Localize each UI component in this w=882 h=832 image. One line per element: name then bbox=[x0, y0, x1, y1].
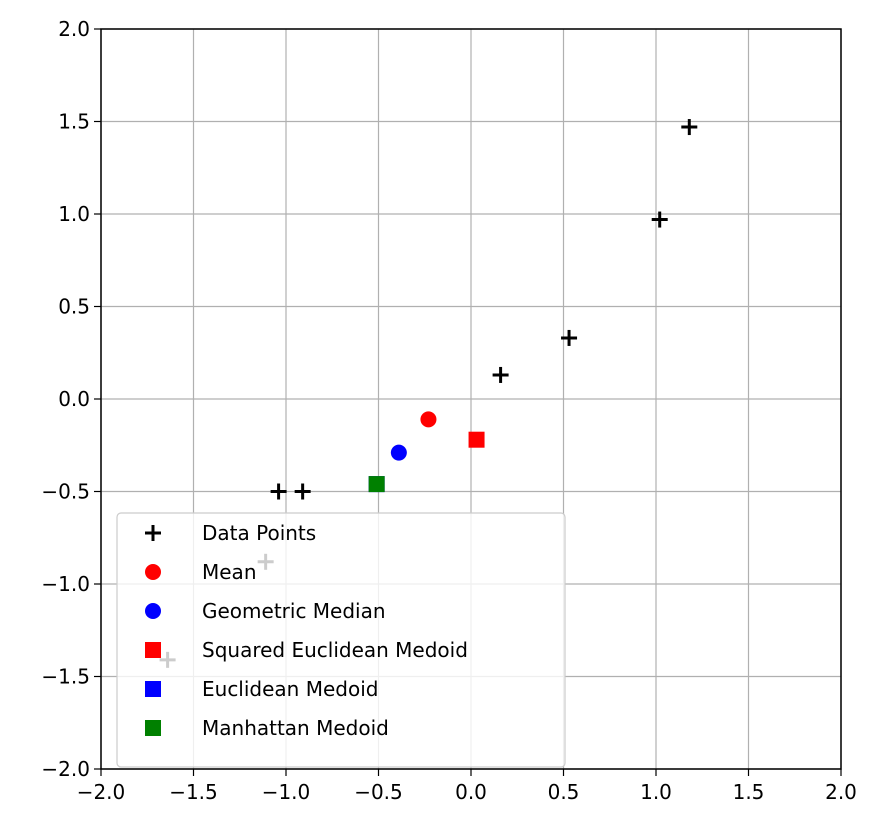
data-points-point bbox=[492, 366, 509, 383]
data-points-point bbox=[561, 329, 578, 346]
manhattan-medoid-point bbox=[368, 476, 385, 493]
geometric-median-point bbox=[390, 444, 407, 461]
legend-marker-manhattan-medoid bbox=[145, 720, 161, 736]
x-tick-label: −1.5 bbox=[169, 780, 218, 804]
legend-marker-mean bbox=[145, 564, 161, 580]
y-tick-label: 0.0 bbox=[58, 387, 90, 411]
axis-ticks: −2.0 −1.5 −1.0 −0.5 0.0 0.5 1.0 1.5 2.0 −2.0 −1.5 −… bbox=[41, 17, 856, 804]
x-tick-label: −0.5 bbox=[354, 780, 403, 804]
legend-label-manhattan-medoid: Manhattan Medoid bbox=[202, 716, 389, 740]
mean-point bbox=[420, 411, 437, 428]
legend: Data Points Mean Geometric Median Squared E… bbox=[116, 512, 566, 768]
y-tick-label: −2.0 bbox=[41, 757, 90, 781]
data-points-point bbox=[294, 483, 311, 500]
legend-marker-data-points bbox=[145, 525, 161, 541]
y-tick-label: −1.0 bbox=[41, 572, 90, 596]
data-points-point bbox=[270, 483, 287, 500]
legend-marker-squared-euclidean-medoid bbox=[145, 642, 161, 658]
x-tick-label: −2.0 bbox=[77, 780, 126, 804]
legend-box bbox=[116, 512, 566, 768]
x-tick-label: 1.5 bbox=[733, 780, 765, 804]
x-tick-label: 2.0 bbox=[825, 780, 857, 804]
legend-label-squared-euclidean-medoid: Squared Euclidean Medoid bbox=[202, 638, 468, 662]
legend-marker-geometric-median bbox=[145, 603, 161, 619]
legend-label-geometric-median: Geometric Median bbox=[202, 599, 386, 623]
x-tick-label: −1.0 bbox=[262, 780, 311, 804]
y-tick-label: 0.5 bbox=[58, 295, 90, 319]
y-tick-label: 2.0 bbox=[58, 17, 90, 41]
data-points-point bbox=[651, 211, 668, 228]
squared-euclidean-medoid-point bbox=[468, 431, 485, 448]
y-tick-label: 1.0 bbox=[58, 202, 90, 226]
x-tick-label: 0.5 bbox=[548, 780, 580, 804]
x-tick-label: 1.0 bbox=[640, 780, 672, 804]
legend-label-mean: Mean bbox=[202, 560, 257, 584]
y-tick-label: −0.5 bbox=[41, 480, 90, 504]
data-points-point bbox=[681, 119, 698, 136]
x-tick-label: 0.0 bbox=[455, 780, 487, 804]
legend-marker-euclidean-medoid bbox=[145, 681, 161, 697]
legend-label-euclidean-medoid: Euclidean Medoid bbox=[202, 677, 378, 701]
y-tick-label: 1.5 bbox=[58, 110, 90, 134]
legend-label-data-points: Data Points bbox=[202, 521, 316, 545]
y-tick-label: −1.5 bbox=[41, 665, 90, 689]
